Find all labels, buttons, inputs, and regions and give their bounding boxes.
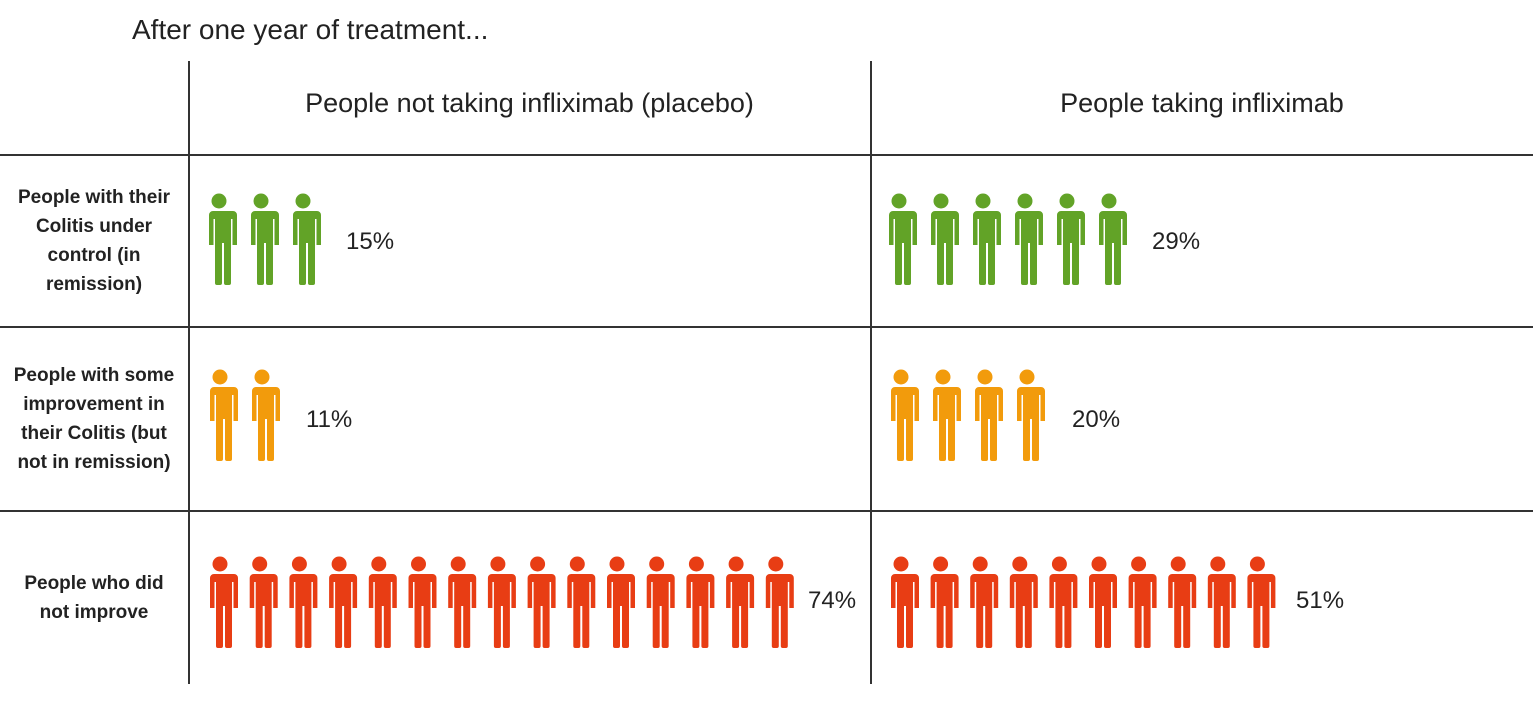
- person-icon-no-improvement-placebo-3: [285, 556, 318, 648]
- column-header-placebo: People not taking infliximab (placebo): [305, 88, 754, 118]
- row-label-some-improvement-text: People with some improvement in their Co…: [13, 365, 175, 473]
- grid-vertical-line-left: [188, 61, 190, 684]
- person-icon-no-improvement-infliximab-4: [1005, 556, 1038, 648]
- person-icon-no-improvement-placebo-2: [245, 556, 278, 648]
- person-icon-remission-placebo-2: [247, 193, 279, 285]
- person-icon-no-improvement-placebo-12: [642, 556, 675, 648]
- person-icon-no-improvement-placebo-10: [563, 556, 596, 648]
- person-icon-no-improvement-placebo-7: [444, 556, 477, 648]
- person-icon-some-improvement-infliximab-4: [1013, 369, 1045, 461]
- person-icon-some-improvement-infliximab-3: [971, 369, 1003, 461]
- person-icon-no-improvement-placebo-9: [523, 556, 556, 648]
- row-label-remission: People with their Colitis under control …: [0, 156, 188, 326]
- person-icon-no-improvement-infliximab-1: [887, 556, 919, 648]
- person-icon-remission-placebo-1: [205, 193, 237, 285]
- percent-label-improvement-infliximab: 20%: [1072, 406, 1121, 433]
- person-icon-no-improvement-placebo-11: [603, 556, 635, 648]
- percent-label-no-improvement-placebo: 74%: [808, 587, 857, 614]
- person-icon-no-improvement-placebo-1: [206, 556, 238, 648]
- person-icon-no-improvement-placebo-6: [404, 556, 437, 648]
- person-icon-some-improvement-placebo-1: [206, 369, 238, 461]
- person-icon-remission-infliximab-3: [969, 193, 1001, 285]
- person-icon-no-improvement-infliximab-9: [1203, 556, 1236, 648]
- grid-horizontal-line-row2: [0, 510, 1533, 512]
- person-icon-remission-placebo-3: [289, 193, 321, 285]
- person-icon-some-improvement-placebo-2: [248, 369, 280, 461]
- column-header-infliximab: People taking infliximab: [1060, 88, 1344, 118]
- person-icon-remission-infliximab-5: [1053, 193, 1085, 285]
- row-label-no-improvement-text: People who did not improve: [24, 573, 164, 623]
- row-label-no-improvement: People who did not improve: [0, 512, 188, 684]
- person-icon-remission-infliximab-4: [1011, 193, 1043, 285]
- person-icon-no-improvement-placebo-5: [364, 556, 397, 648]
- person-icon-no-improvement-placebo-13: [682, 556, 715, 648]
- percent-label-remission-placebo: 15%: [346, 228, 395, 255]
- row-label-remission-text: People with their Colitis under control …: [17, 187, 171, 295]
- percent-label-remission-infliximab: 29%: [1152, 228, 1201, 255]
- person-icon-no-improvement-infliximab-2: [926, 556, 959, 648]
- person-icon-remission-infliximab-6: [1095, 193, 1127, 285]
- grid-horizontal-line-header: [0, 154, 1533, 156]
- person-icon-no-improvement-placebo-4: [325, 556, 358, 648]
- person-icon-no-improvement-infliximab-6: [1085, 556, 1117, 648]
- person-icon-remission-infliximab-2: [927, 193, 959, 285]
- person-icon-no-improvement-infliximab-5: [1045, 556, 1078, 648]
- person-icon-some-improvement-infliximab-2: [929, 369, 961, 461]
- chart-title: After one year of treatment...: [132, 14, 489, 45]
- row-label-some-improvement: People with some improvement in their Co…: [0, 328, 188, 510]
- person-icon-some-improvement-infliximab-1: [887, 369, 919, 461]
- person-icon-no-improvement-placebo-14: [722, 556, 755, 648]
- person-icon-no-improvement-infliximab-7: [1124, 556, 1157, 648]
- percent-label-no-improvement-infliximab: 51%: [1296, 587, 1345, 614]
- person-icon-no-improvement-placebo-15: [761, 556, 794, 648]
- person-icon-no-improvement-infliximab-8: [1164, 556, 1197, 648]
- person-icon-no-improvement-infliximab-3: [966, 556, 999, 648]
- person-icon-no-improvement-infliximab-10: [1243, 556, 1276, 648]
- person-icon-remission-infliximab-1: [885, 193, 917, 285]
- grid-vertical-line-middle: [870, 61, 872, 684]
- grid-horizontal-line-row1: [0, 326, 1533, 328]
- percent-label-improvement-placebo: 11%: [306, 406, 353, 433]
- person-icon-no-improvement-placebo-8: [483, 556, 516, 648]
